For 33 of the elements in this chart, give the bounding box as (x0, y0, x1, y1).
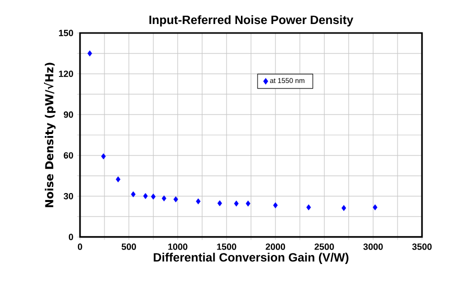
x-tick-label: 2500 (314, 244, 334, 250)
point (143, 193, 148, 200)
point (150, 194, 156, 200)
point (101, 153, 106, 160)
x-tick-label: 3500 (412, 244, 432, 250)
point (116, 176, 120, 182)
point (173, 196, 178, 202)
y-axis-title: Noise Density (pW/√Hz) (44, 62, 56, 208)
point (130, 191, 136, 198)
point (246, 200, 250, 207)
point (234, 200, 239, 207)
x-tick-label: 0 (78, 244, 82, 250)
x-axis-title: Differential Conversion Gain (V/W) (154, 252, 348, 264)
chart-title: Input-Referred Noise Power Density (149, 15, 354, 26)
x-tick-label: 1000 (168, 244, 188, 250)
x-tick-label: 2000 (266, 244, 286, 250)
point (306, 204, 311, 210)
point (87, 50, 92, 56)
point (342, 205, 346, 212)
point (196, 198, 201, 204)
y-tick-label: 30 (64, 192, 74, 200)
point (273, 202, 278, 208)
x-tick-label: 500 (122, 244, 136, 250)
point (372, 204, 378, 210)
point (162, 195, 166, 202)
x-tick-label: 3000 (363, 244, 383, 250)
x-tick-label: 1500 (217, 244, 236, 250)
y-tick-label: 60 (64, 152, 74, 159)
y-tick-label: 150 (59, 30, 74, 36)
y-tick-label: 0 (68, 234, 74, 240)
point (217, 200, 222, 206)
y-tick-label: 120 (59, 70, 74, 77)
y-tick-label: 90 (64, 111, 74, 118)
